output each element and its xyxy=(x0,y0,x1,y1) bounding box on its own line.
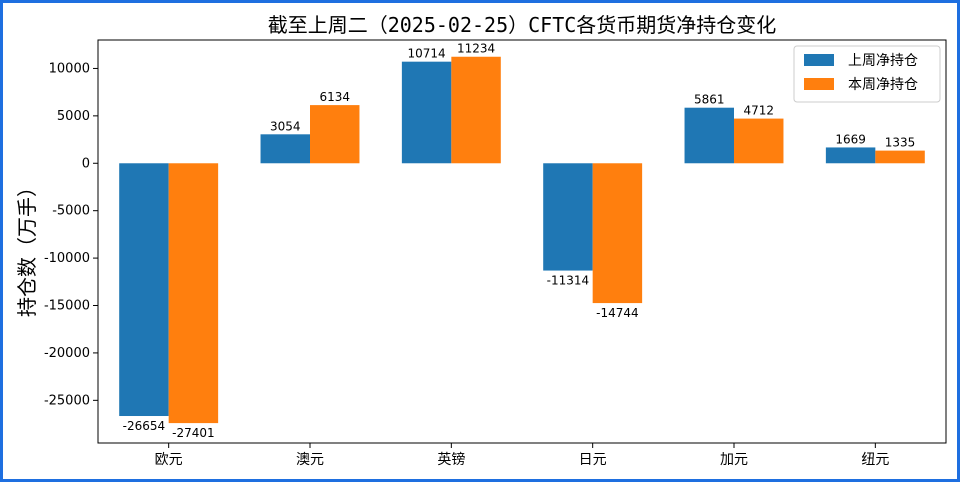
bar-this-week xyxy=(592,163,643,304)
bar-last-week xyxy=(684,107,734,164)
chart-title: 截至上周二（2025-02-25）CFTC各货币期货净持仓变化 xyxy=(268,13,777,37)
x-tick-label: 英镑 xyxy=(437,451,465,468)
data-label: 1669 xyxy=(835,132,866,146)
bar-last-week xyxy=(401,61,452,164)
plot-area-frame xyxy=(97,39,947,444)
bar-last-week xyxy=(543,163,593,271)
bar-last-week xyxy=(260,134,310,164)
bar-this-week xyxy=(310,105,360,164)
legend-label: 本周净持仓 xyxy=(848,77,918,93)
y-axis-label: 持仓数（万手） xyxy=(15,177,39,317)
data-label: 6134 xyxy=(319,90,350,104)
data-label: 4712 xyxy=(743,104,774,118)
bar-this-week xyxy=(451,56,501,164)
bar-last-week xyxy=(119,163,169,417)
y-tick-label: -5000 xyxy=(52,204,90,219)
data-label: -11314 xyxy=(547,274,590,288)
legend-swatch xyxy=(804,78,834,90)
bar-this-week xyxy=(875,150,925,164)
y-tick-label: -20000 xyxy=(44,346,90,361)
data-label: 1335 xyxy=(885,136,916,150)
data-label: -14744 xyxy=(596,306,639,320)
y-tick-label: 10000 xyxy=(49,61,90,76)
bar-this-week xyxy=(168,163,219,424)
bar-last-week xyxy=(825,147,876,164)
bar-this-week xyxy=(734,118,784,164)
y-tick-label: 5000 xyxy=(57,109,90,124)
data-label: 5861 xyxy=(694,93,725,107)
y-tick-label: -25000 xyxy=(44,393,90,408)
legend-swatch xyxy=(804,54,834,66)
data-label: 10714 xyxy=(408,47,446,61)
legend-label: 上周净持仓 xyxy=(848,53,918,69)
x-tick-label: 加元 xyxy=(720,452,748,468)
y-tick-label: -15000 xyxy=(44,299,90,314)
x-tick-label: 欧元 xyxy=(155,452,183,468)
y-tick-label: 0 xyxy=(82,156,90,171)
y-tick-label: -10000 xyxy=(44,251,90,266)
x-tick-label: 日元 xyxy=(579,452,607,468)
data-label: -27401 xyxy=(172,426,215,440)
data-label: 3054 xyxy=(270,119,301,133)
data-label: 11234 xyxy=(457,42,495,56)
x-tick-label: 澳元 xyxy=(296,452,324,468)
x-tick-label: 纽元 xyxy=(861,452,889,468)
data-label: -26654 xyxy=(123,419,166,433)
